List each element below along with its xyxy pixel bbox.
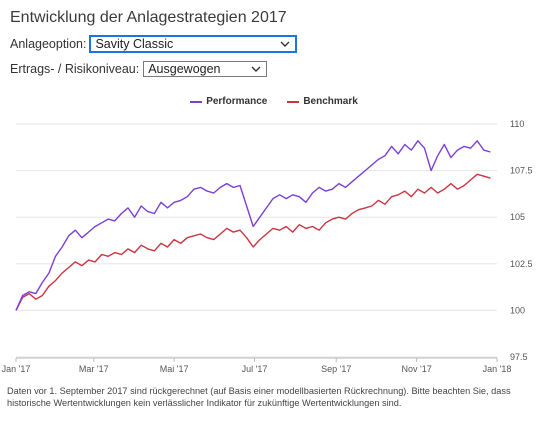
- risk-label: Ertrags- / Risikoniveau:: [10, 62, 140, 76]
- risk-row: Ertrags- / Risikoniveau: Ausgewogen: [10, 61, 268, 77]
- chart-legend: Performance Benchmark: [0, 96, 548, 107]
- page-title: Entwicklung der Anlagestrategien 2017: [10, 9, 287, 26]
- x-tick-label: Sep '17: [321, 364, 351, 374]
- x-tick-label: Mar '17: [79, 364, 109, 374]
- y-tick-label: 100: [510, 305, 525, 315]
- series-line-benchmark[interactable]: [15, 173, 491, 311]
- legend-item-benchmark[interactable]: Benchmark: [287, 96, 358, 107]
- chart-series: [15, 140, 491, 311]
- y-tick-label: 97.5: [510, 352, 528, 362]
- x-tick-label: Mai '17: [160, 364, 189, 374]
- legend-item-performance[interactable]: Performance: [190, 96, 267, 107]
- x-tick-label: Jul '17: [242, 364, 268, 374]
- performance-chart: 110 107.5 105 102.5 100 97.5 Jan '17 Mar '17 Ma…: [2, 119, 533, 374]
- chevron-down-icon: [280, 41, 290, 47]
- legend-swatch-benchmark: [287, 100, 300, 103]
- option-select[interactable]: Savity Classic: [89, 35, 298, 53]
- risk-select[interactable]: Ausgewogen: [143, 61, 268, 77]
- option-label: Anlageoption:: [10, 37, 87, 51]
- y-tick-label: 107.5: [510, 166, 533, 176]
- x-tick-label: Nov '17: [401, 364, 431, 374]
- chevron-down-icon: [251, 66, 261, 72]
- x-tick-label: Jan '18: [483, 364, 512, 374]
- legend-label-performance: Performance: [206, 96, 268, 107]
- chart-grid: [16, 123, 497, 358]
- y-axis-labels: 110 107.5 105 102.5 100 97.5: [510, 119, 533, 362]
- series-line-performance[interactable]: [15, 140, 491, 311]
- x-axis: Jan '17 Mar '17 Mai '17 Jul '17 Sep '17 Nov '…: [2, 357, 512, 374]
- option-select-value: Savity Classic: [95, 37, 174, 51]
- risk-select-value: Ausgewogen: [148, 62, 221, 76]
- legend-label-benchmark: Benchmark: [303, 96, 358, 107]
- y-tick-label: 110: [510, 119, 524, 129]
- y-tick-label: 102.5: [510, 259, 533, 269]
- footnote: Daten vor 1. September 2017 sind rückger…: [7, 386, 511, 408]
- option-row: Anlageoption: Savity Classic: [10, 35, 298, 53]
- x-tick-label: Jan '17: [2, 364, 31, 374]
- legend-swatch-performance: [190, 100, 203, 103]
- y-tick-label: 105: [510, 212, 525, 222]
